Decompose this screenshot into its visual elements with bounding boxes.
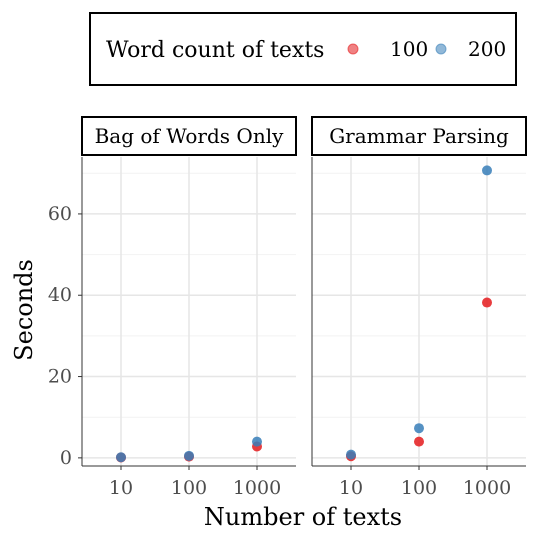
legend-items: 100 200 — [347, 37, 506, 61]
panel-title: Bag of Words Only — [95, 124, 284, 148]
panel-strip — [81, 116, 297, 156]
panel-2: Grammar Parsing — [311, 116, 527, 470]
x-axis-title: Number of texts — [204, 503, 402, 531]
x-tick-label: 100 — [401, 477, 437, 499]
x-tick-label: 10 — [109, 477, 133, 499]
y-tick-label: 60 — [48, 203, 72, 225]
point-2-200-10 — [346, 449, 356, 460]
panels: Bag of Words Only Grammar Parsing — [81, 116, 527, 470]
legend-label-100: 100 — [390, 37, 428, 61]
panel-1: Bag of Words Only — [81, 116, 297, 470]
point-1-200-100 — [184, 450, 194, 461]
x-tick-label: 1000 — [233, 477, 281, 499]
panel-title: Grammar Parsing — [329, 124, 509, 148]
legend: Word count of texts 100 200 — [89, 12, 517, 86]
y-tick-label: 40 — [48, 284, 72, 306]
x-tick-label: 1000 — [463, 477, 511, 499]
y-tick-label: 0 — [60, 447, 72, 469]
legend-key-200 — [435, 43, 447, 55]
y-ticks: 0 20 40 60 — [48, 203, 82, 469]
y-tick-label: 20 — [48, 366, 72, 388]
point-2-100-100 — [414, 436, 424, 447]
legend-label-200: 200 — [468, 37, 506, 61]
x-ticks: 10 100 1000 10 100 1000 — [109, 477, 511, 499]
point-1-200-10 — [116, 452, 126, 463]
point-1-200-1000 — [252, 436, 262, 447]
x-tick-label: 10 — [339, 477, 363, 499]
panel-strip — [311, 116, 527, 156]
point-2-200-100 — [414, 423, 424, 434]
legend-key-100 — [347, 43, 359, 55]
y-axis-title: Seconds — [10, 259, 38, 361]
x-tick-label: 100 — [171, 477, 207, 499]
point-2-200-1000 — [482, 165, 492, 176]
legend-title: Word count of texts — [106, 38, 324, 63]
point-2-100-1000 — [482, 297, 492, 308]
